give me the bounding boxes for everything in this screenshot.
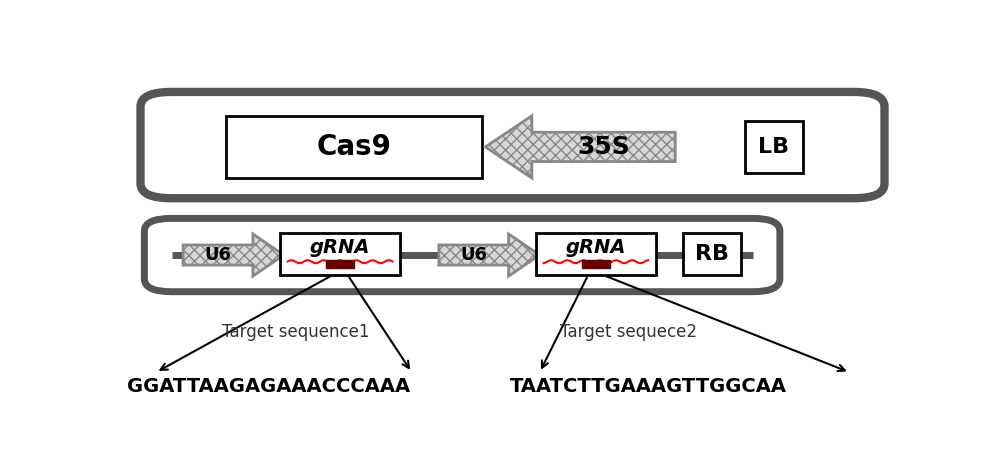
Text: U6: U6 — [460, 246, 487, 264]
Bar — [280, 233, 400, 275]
Text: Cas9: Cas9 — [316, 133, 391, 161]
Text: Target sequence1: Target sequence1 — [222, 323, 369, 341]
Bar — [226, 116, 482, 178]
FancyArrow shape — [485, 116, 675, 178]
Text: GGATTAAGAGAAACCCAAA: GGATTAAGAGAAACCCAAA — [127, 377, 410, 397]
Text: U6: U6 — [205, 246, 232, 264]
Text: gRNA: gRNA — [566, 238, 626, 258]
FancyArrow shape — [183, 234, 284, 276]
Bar — [536, 233, 656, 275]
Bar — [683, 233, 741, 275]
Text: TAATCTTGAAAGTTGGCAA: TAATCTTGAAAGTTGGCAA — [510, 377, 787, 397]
Text: 35S: 35S — [577, 135, 630, 159]
FancyArrow shape — [439, 234, 540, 276]
Bar — [582, 259, 610, 268]
Text: LB: LB — [759, 137, 790, 157]
Text: RB: RB — [695, 244, 729, 264]
Bar — [326, 259, 354, 268]
Bar — [745, 121, 803, 173]
Text: gRNA: gRNA — [310, 238, 370, 258]
Text: Target sequece2: Target sequece2 — [560, 323, 697, 341]
